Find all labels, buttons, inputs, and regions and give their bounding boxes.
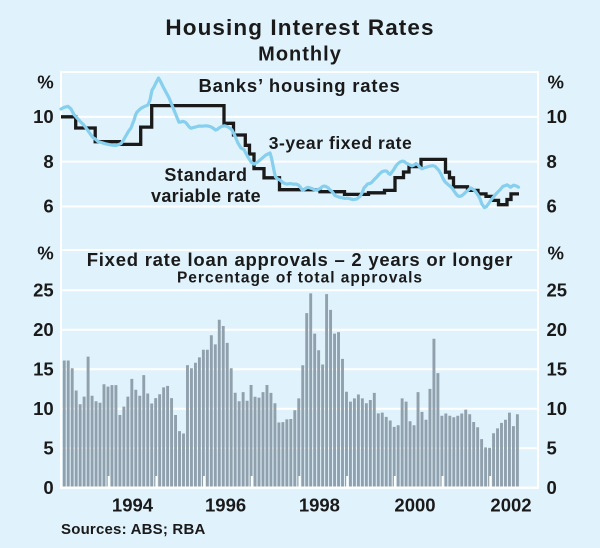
svg-text:10: 10 [33, 398, 54, 419]
svg-text:6: 6 [547, 196, 557, 217]
svg-text:1994: 1994 [112, 495, 154, 516]
svg-text:Monthly: Monthly [258, 44, 342, 66]
svg-text:variable rate: variable rate [151, 186, 261, 206]
svg-text:25: 25 [33, 279, 54, 300]
svg-text:Sources: ABS; RBA: Sources: ABS; RBA [61, 521, 206, 538]
svg-text:6: 6 [43, 196, 53, 217]
svg-text:%: % [548, 72, 564, 93]
svg-text:%: % [548, 243, 564, 264]
svg-text:%: % [37, 243, 53, 264]
svg-text:10: 10 [33, 106, 54, 127]
svg-text:1996: 1996 [205, 495, 246, 516]
svg-text:Standard: Standard [164, 165, 247, 185]
svg-text:8: 8 [547, 151, 557, 172]
svg-text:0: 0 [547, 477, 557, 498]
svg-text:2002: 2002 [490, 495, 531, 516]
svg-text:10: 10 [547, 398, 568, 419]
svg-text:8: 8 [43, 151, 53, 172]
svg-text:15: 15 [33, 358, 54, 379]
svg-text:Fixed rate loan approvals – 2: Fixed rate loan approvals – 2 years or l… [87, 249, 514, 270]
svg-text:20: 20 [33, 319, 54, 340]
svg-text:Housing Interest Rates: Housing Interest Rates [165, 15, 434, 40]
svg-text:5: 5 [43, 437, 53, 458]
svg-text:20: 20 [547, 319, 568, 340]
svg-text:%: % [37, 72, 53, 93]
svg-text:25: 25 [547, 279, 568, 300]
svg-text:5: 5 [547, 437, 557, 458]
svg-text:2000: 2000 [394, 495, 435, 516]
svg-text:Banks’ housing rates: Banks’ housing rates [198, 75, 400, 96]
svg-text:0: 0 [43, 477, 53, 498]
svg-text:1998: 1998 [299, 495, 340, 516]
svg-text:10: 10 [547, 106, 568, 127]
svg-text:3-year fixed rate: 3-year fixed rate [269, 133, 413, 153]
svg-text:Percentage of total approvals: Percentage of total approvals [177, 269, 423, 286]
svg-text:15: 15 [547, 358, 568, 379]
